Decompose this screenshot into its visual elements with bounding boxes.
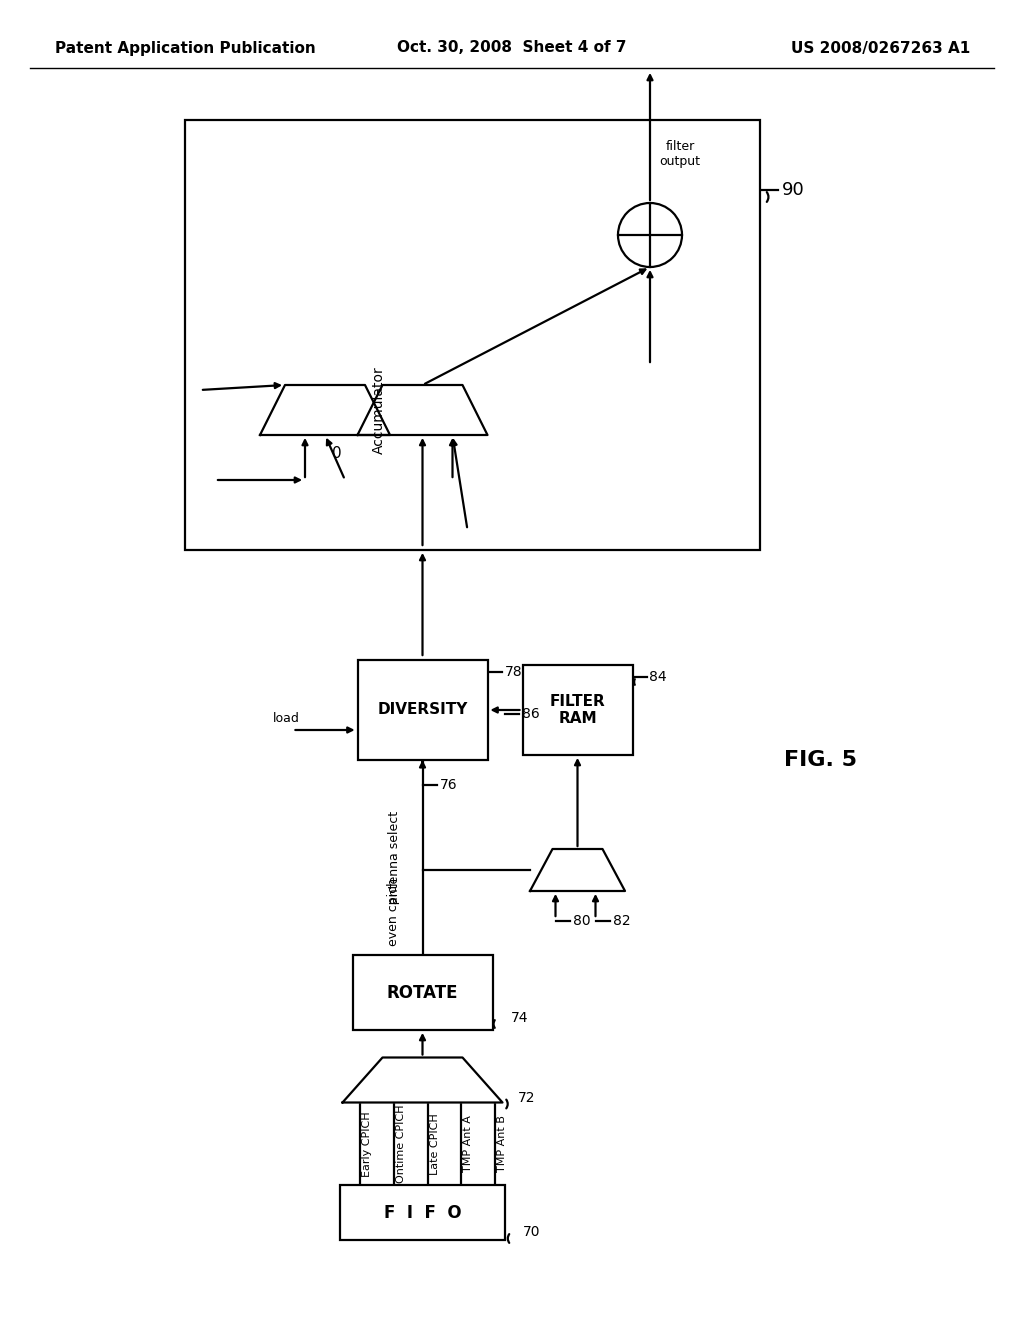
Text: 90: 90	[782, 181, 805, 199]
Text: 74: 74	[511, 1011, 528, 1026]
Text: 70: 70	[523, 1225, 541, 1239]
Polygon shape	[357, 385, 487, 436]
Polygon shape	[342, 1057, 503, 1102]
Text: Oct. 30, 2008  Sheet 4 of 7: Oct. 30, 2008 Sheet 4 of 7	[397, 41, 627, 55]
Bar	[522, 665, 633, 755]
Text: F  I  F  O: F I F O	[384, 1204, 462, 1221]
Text: TMP Ant B: TMP Ant B	[497, 1115, 507, 1172]
Bar	[340, 1185, 505, 1239]
Text: FIG. 5: FIG. 5	[783, 750, 856, 770]
Text: 0: 0	[332, 446, 342, 461]
Text: antenna select: antenna select	[387, 810, 400, 904]
Bar	[352, 954, 493, 1030]
Text: ROTATE: ROTATE	[387, 983, 459, 1002]
Text: Patent Application Publication: Patent Application Publication	[55, 41, 315, 55]
Bar	[185, 120, 760, 550]
Text: 86: 86	[522, 708, 540, 721]
Text: 78: 78	[505, 665, 522, 678]
Text: load: load	[272, 711, 299, 725]
Text: Late CPICH: Late CPICH	[429, 1113, 439, 1175]
Polygon shape	[260, 385, 390, 436]
Text: 80: 80	[572, 913, 590, 928]
Text: US 2008/0267263 A1: US 2008/0267263 A1	[791, 41, 970, 55]
Text: TMP Ant A: TMP Ant A	[463, 1115, 473, 1172]
Text: 76: 76	[439, 777, 457, 792]
Bar	[357, 660, 487, 760]
Polygon shape	[530, 849, 625, 891]
Text: filter
output: filter output	[659, 140, 700, 168]
Text: Early CPICH: Early CPICH	[362, 1111, 372, 1176]
Text: Ontime CPICH: Ontime CPICH	[395, 1105, 406, 1183]
Text: 84: 84	[649, 671, 667, 684]
Text: Accumulator: Accumulator	[372, 366, 386, 454]
Text: even cpich: even cpich	[387, 879, 400, 946]
Text: DIVERSITY: DIVERSITY	[377, 702, 468, 718]
Text: 72: 72	[517, 1090, 535, 1105]
Text: FILTER
RAM: FILTER RAM	[550, 694, 605, 726]
Text: 82: 82	[612, 913, 630, 928]
